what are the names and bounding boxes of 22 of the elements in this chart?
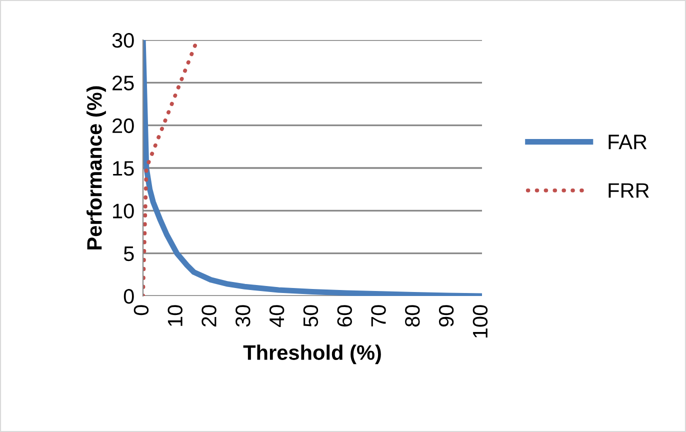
x-tick-label: 0	[134, 305, 149, 316]
x-tick-label: 60	[337, 305, 352, 326]
x-tick-label: 40	[269, 305, 284, 328]
x-tick-label: 100	[472, 305, 488, 338]
y-axis-title: Performance (%)	[86, 86, 106, 250]
y-tick-label: 15	[113, 161, 134, 176]
x-tick-label: 90	[438, 305, 454, 327]
x-tick-label: 70	[371, 305, 386, 326]
legend-label: FRR	[608, 183, 649, 198]
y-tick-label: 5	[124, 246, 134, 262]
x-axis-title: Threshold (%)	[243, 344, 381, 364]
y-tick-label: 20	[112, 118, 134, 134]
x-tick-label: 30	[236, 305, 250, 327]
x-tick-label: 10	[168, 305, 182, 326]
y-tick-label: 10	[113, 204, 134, 218]
y-tick-label: 30	[112, 33, 134, 48]
y-tick-label: 0	[124, 289, 134, 304]
x-tick-label: 80	[405, 305, 420, 327]
x-tick-label: 50	[303, 305, 318, 327]
y-tick-label: 25	[112, 76, 134, 90]
x-tick-label: 20	[202, 305, 216, 326]
legend-label: FAR	[608, 134, 647, 150]
